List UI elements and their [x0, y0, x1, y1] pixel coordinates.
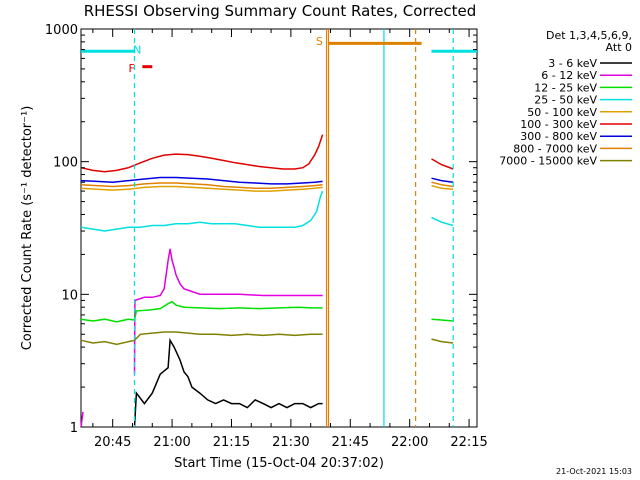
legend-label: 25 - 50 keV	[534, 94, 597, 107]
y-axis: 1 10 100 1000	[45, 23, 477, 436]
series-line-9	[431, 338, 454, 344]
series-line-1	[133, 337, 323, 428]
x-tick-label: 21:15	[213, 435, 250, 450]
x-tick-label: 21:45	[332, 435, 369, 450]
legend-label: 50 - 100 keV	[527, 106, 597, 119]
x-tick-label: 22:00	[391, 435, 428, 450]
series-line-2	[80, 411, 84, 428]
legend-label: 800 - 7000 keV	[513, 142, 597, 155]
plot-area: NF S	[80, 28, 478, 428]
legend-label: 12 - 25 keV	[534, 81, 597, 94]
series-line-6	[80, 134, 324, 173]
legend-label: 100 - 300 keV	[520, 118, 597, 131]
legend-label: 300 - 800 keV	[520, 130, 597, 143]
legend-label: 7000 - 15000 keV	[499, 155, 597, 168]
y-tick-label: 1000	[45, 23, 78, 38]
flag-label: S	[316, 35, 323, 48]
series-line-6	[431, 158, 454, 170]
series-line-2	[133, 248, 323, 375]
y-tick-label: 10	[61, 288, 78, 303]
x-axis-label: Start Time (15-Oct-04 20:37:02)	[174, 456, 384, 471]
series-line-5	[431, 184, 454, 190]
x-tick-label: 21:00	[153, 435, 190, 450]
series-line-5	[80, 185, 323, 192]
x-tick-label: 22:15	[450, 435, 487, 450]
flag-label: N	[133, 44, 141, 57]
series-line-3	[431, 318, 454, 322]
y-axis-label: Corrected Count Rate (s⁻¹ detector⁻¹)	[20, 106, 35, 351]
series-line-7	[80, 176, 323, 185]
x-tick-label: 20:45	[94, 435, 131, 450]
series-line-4	[80, 190, 324, 232]
series-line-4	[431, 216, 454, 227]
series-line-8	[80, 182, 323, 190]
series-line-8	[431, 181, 454, 188]
footer-date: 21-Oct-2021 15:03	[556, 467, 632, 476]
y-tick-label: 1	[70, 421, 78, 436]
x-axis: 20:45 21:00 21:15 21:30 21:45 22:00 22:15	[92, 29, 488, 450]
legend-header-line-1: Det 1,3,4,5,6,9,	[546, 29, 632, 42]
legend-label: 3 - 6 keV	[548, 57, 597, 70]
series-line-9	[80, 331, 323, 346]
flag-label: F	[129, 62, 135, 75]
legend-header-line-2: Att 0	[606, 41, 632, 54]
series-line-7	[431, 177, 454, 183]
x-tick-label: 21:30	[272, 435, 309, 450]
y-tick-label: 100	[53, 156, 78, 171]
chart-title: RHESSI Observing Summary Count Rates, Co…	[84, 2, 477, 20]
series-line-3	[80, 300, 323, 323]
legend-label: 6 - 12 keV	[541, 69, 597, 82]
